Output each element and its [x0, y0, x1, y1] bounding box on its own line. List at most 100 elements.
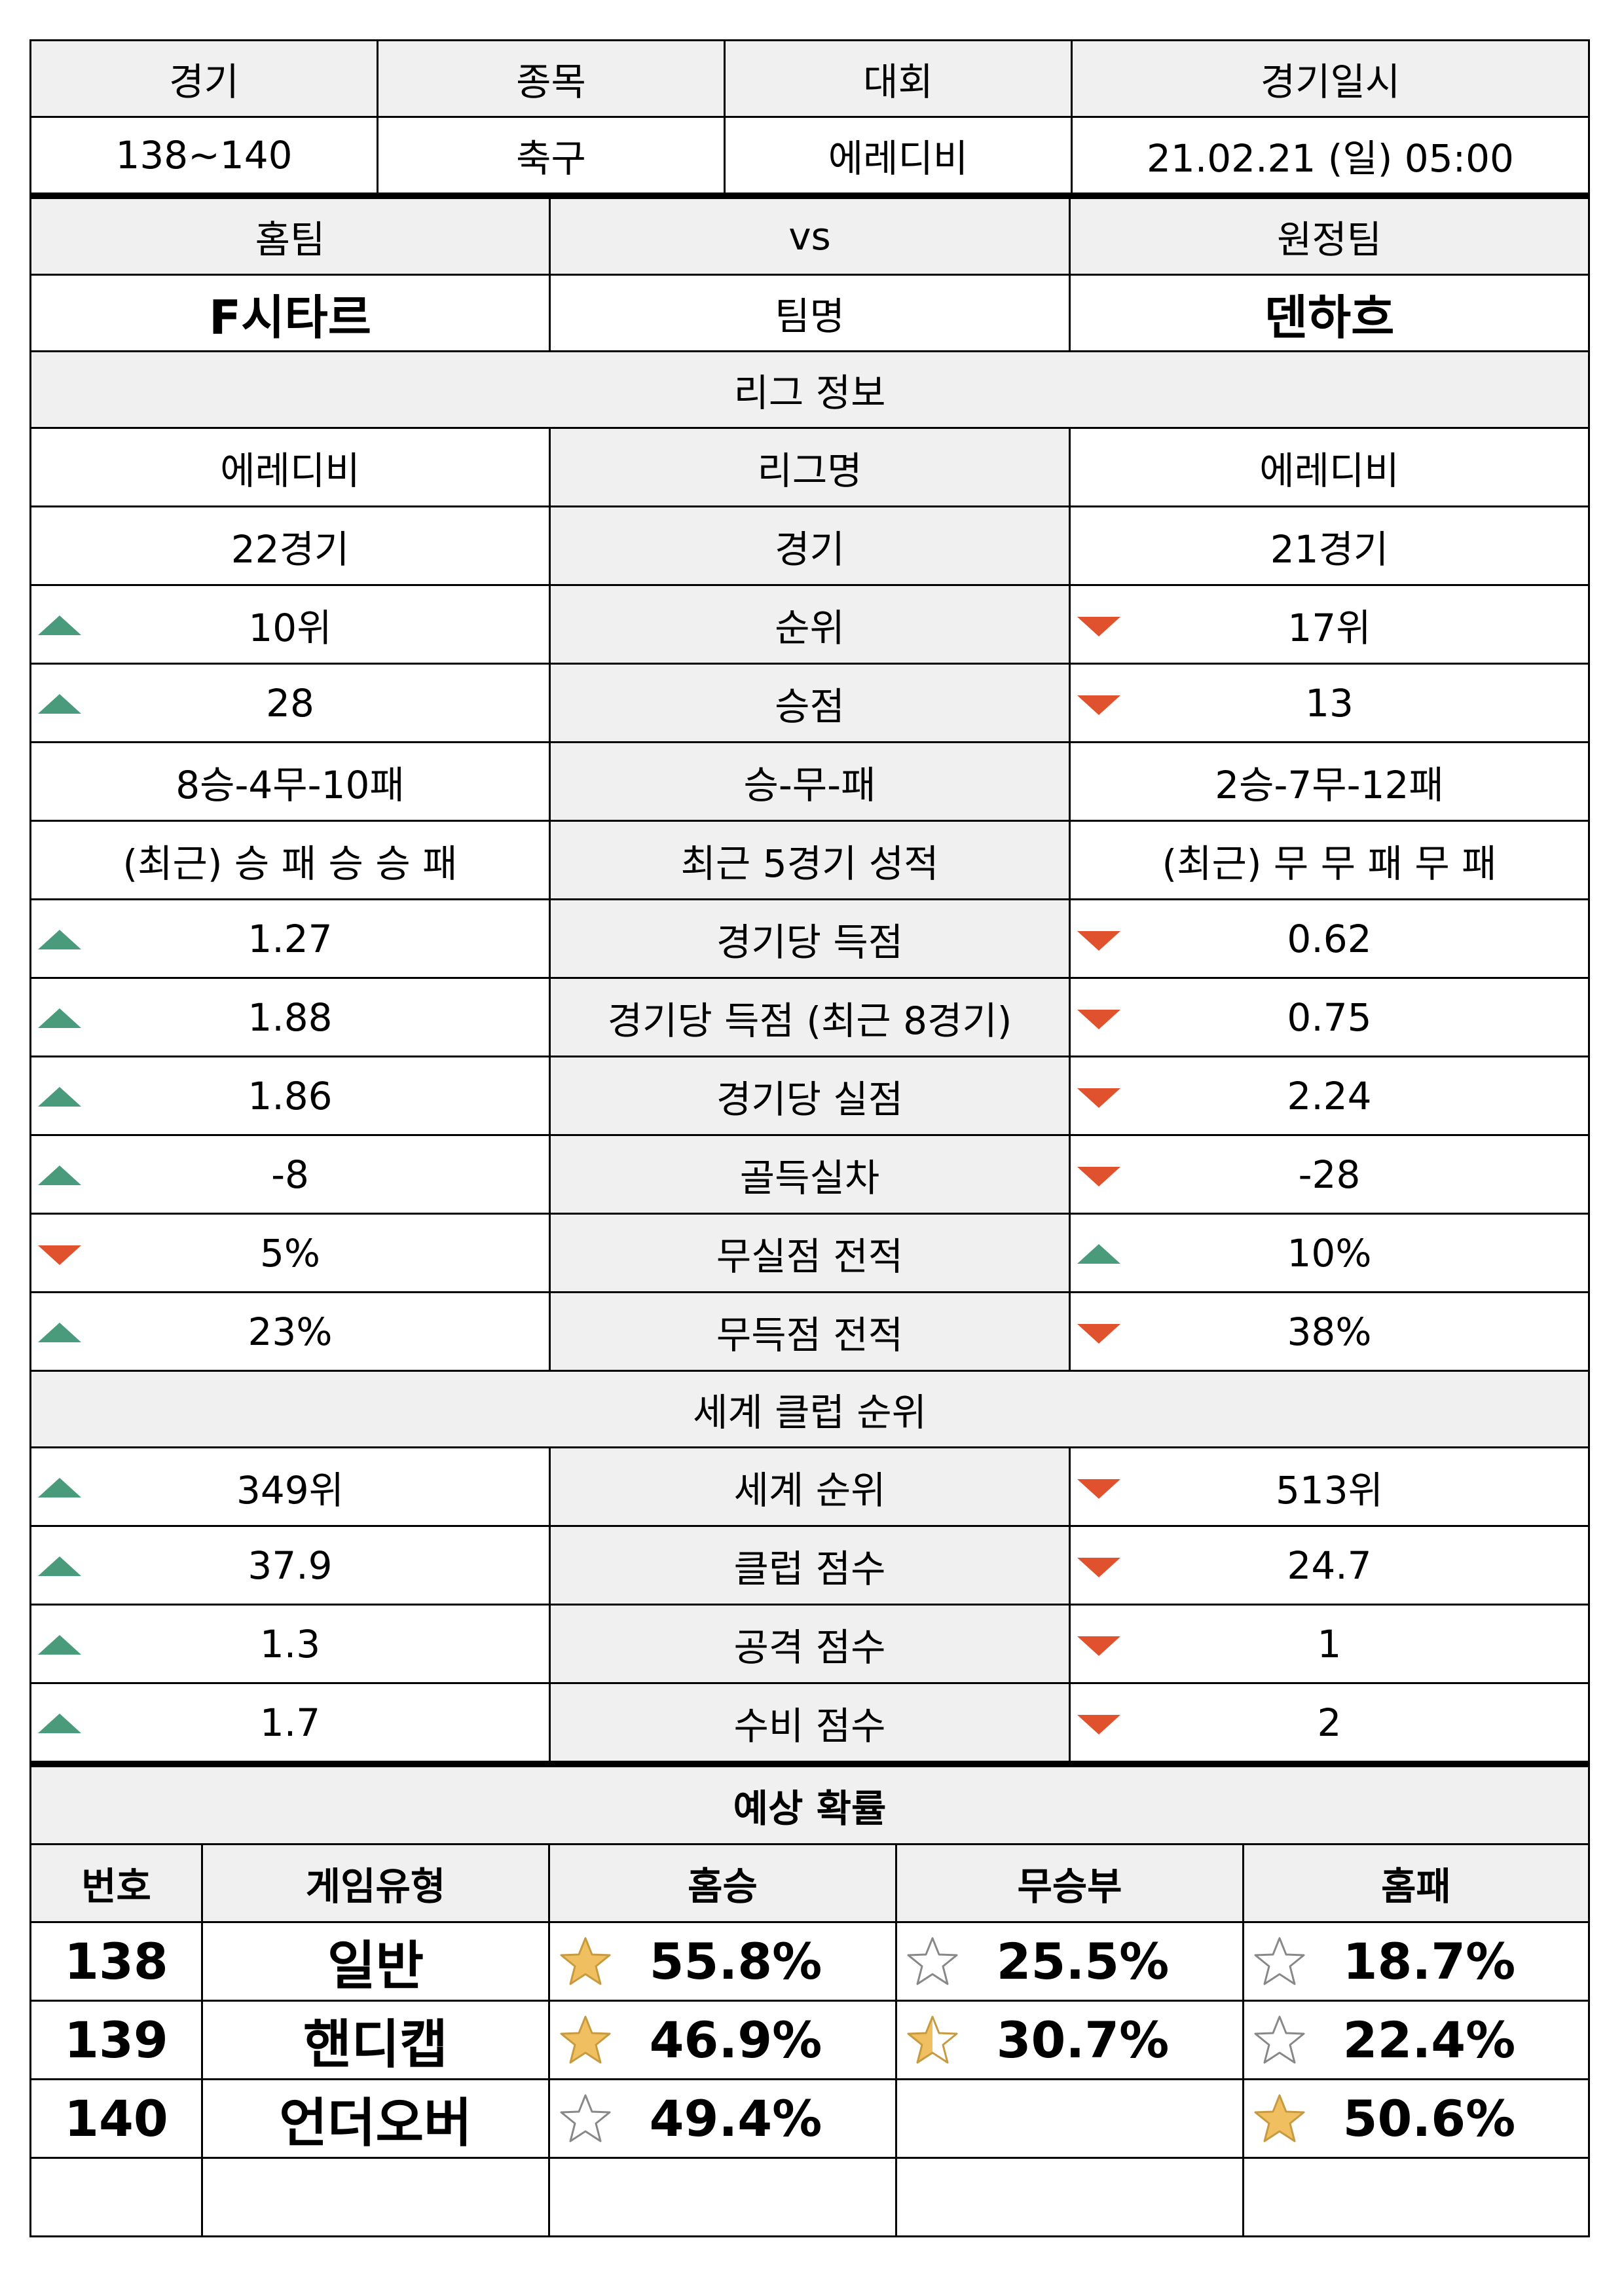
match-header-league: 대회	[724, 39, 1073, 118]
trend-down-icon	[1077, 1478, 1120, 1499]
stat-label-text: 경기당 득점 (최근 8경기)	[607, 998, 1012, 1043]
away-value: 에레디비	[1069, 427, 1590, 507]
away-value: 2	[1069, 1682, 1590, 1763]
away-value-text: -28	[1298, 1152, 1361, 1197]
draw-probability-value: 25.5%	[996, 1932, 1170, 1991]
home-value-text: 37.9	[248, 1543, 333, 1588]
home-value: 1.27	[29, 898, 551, 979]
stat-label: 세계 순위	[549, 1446, 1071, 1527]
away-value-text: 2.24	[1287, 1073, 1372, 1118]
prediction-rows: 138 일반 55.8% 25.5% 18.7% 139 핸디캡 46.9% 30.7% 22.4…	[29, 1921, 1590, 2159]
vs-label: vs	[549, 194, 1071, 276]
away-value-text: 24.7	[1287, 1543, 1372, 1588]
away-value-text: 21경기	[1270, 526, 1389, 572]
trend-up-icon	[1077, 1243, 1120, 1264]
away-value: 24.7	[1069, 1525, 1590, 1606]
trend-up-icon	[38, 615, 81, 635]
game-number: 140	[29, 2078, 203, 2159]
stat-label: 승점	[549, 663, 1071, 743]
stat-label-text: 순위	[775, 605, 845, 650]
stat-label-text: 클럽 점수	[733, 1546, 886, 1591]
world-ranking-rows: 349위 세계 순위 513위 37.9 클럽 점수 24.7 1.3 공격 점수 1 1.7 수비…	[29, 1446, 1590, 1763]
stat-label-text: 리그명	[757, 448, 862, 493]
match-info-table: 경기 종목 대회 경기일시 138~140 축구 에레디비 21.02.21 (…	[29, 39, 1590, 194]
away-value: 10%	[1069, 1213, 1590, 1293]
away-value: 2.24	[1069, 1056, 1590, 1136]
stat-label: 골득실차	[549, 1134, 1071, 1215]
team-name-label: 팀명	[549, 274, 1071, 352]
match-header-sport: 종목	[377, 39, 726, 118]
stat-row: 1.88 경기당 득점 (최근 8경기) 0.75	[29, 977, 1590, 1057]
home-win-probability: 49.4%	[548, 2078, 897, 2159]
match-game-numbers: 138~140	[29, 116, 378, 194]
prediction-row: 139 핸디캡 46.9% 30.7% 22.4%	[29, 2000, 1590, 2080]
stat-label-text: 경기당 득점	[716, 919, 904, 964]
prediction-header-home-loss: 홈패	[1242, 1843, 1590, 1923]
away-value: 21경기	[1069, 505, 1590, 586]
away-value: 2승-7무-12패	[1069, 741, 1590, 822]
draw-probability: 25.5%	[895, 1921, 1244, 2002]
star-half-icon	[907, 2015, 958, 2063]
home-value-text: 1.86	[248, 1073, 333, 1118]
home-value: 에레디비	[29, 427, 551, 507]
trend-up-icon	[38, 693, 81, 714]
stat-label-text: 무득점 전적	[716, 1312, 904, 1357]
prediction-table: 예상 확률 번호 게임유형 홈승 무승부 홈패 138 일반 55.8% 25.5% 1…	[29, 1763, 1590, 2237]
home-value-text: 22경기	[231, 526, 350, 572]
stat-row: 22경기 경기 21경기	[29, 505, 1590, 586]
home-value-text: 1.3	[259, 1621, 321, 1666]
trend-down-icon	[1077, 1088, 1120, 1108]
trend-up-icon	[38, 1634, 81, 1655]
analysis-sheet: 경기 종목 대회 경기일시 138~140 축구 에레디비 21.02.21 (…	[29, 39, 1590, 2237]
home-value-text: 5%	[259, 1230, 320, 1276]
away-value: -28	[1069, 1134, 1590, 1215]
stats-table: 홈팀 vs 원정팀 F시타르 팀명 덴하흐 리그 정보 에레디비 리그명 에레디비 2…	[29, 194, 1590, 1763]
home-value: (최근) 승 패 승 승 패	[29, 820, 551, 900]
game-number: 139	[29, 2000, 203, 2080]
away-value-text: 10%	[1287, 1230, 1372, 1276]
home-value-text: 28	[266, 680, 314, 725]
home-value-text: 23%	[248, 1309, 333, 1354]
league-info-title: 리그 정보	[29, 350, 1590, 429]
trend-up-icon	[38, 1322, 81, 1342]
stat-row: 23% 무득점 전적 38%	[29, 1291, 1590, 1372]
game-type: 핸디캡	[201, 2000, 550, 2080]
stat-label: 경기당 득점 (최근 8경기)	[549, 977, 1071, 1057]
stat-label: 경기당 실점	[549, 1056, 1071, 1136]
stat-row: 349위 세계 순위 513위	[29, 1446, 1590, 1527]
prediction-row: 138 일반 55.8% 25.5% 18.7%	[29, 1921, 1590, 2002]
away-team-label: 원정팀	[1069, 194, 1590, 276]
home-value: 1.88	[29, 977, 551, 1057]
stat-row: 37.9 클럽 점수 24.7	[29, 1525, 1590, 1606]
stat-row: (최근) 승 패 승 승 패 최근 5경기 성적 (최근) 무 무 패 무 패	[29, 820, 1590, 900]
away-value: (최근) 무 무 패 무 패	[1069, 820, 1590, 900]
stat-row: 1.27 경기당 득점 0.62	[29, 898, 1590, 979]
home-value: 1.7	[29, 1682, 551, 1763]
stat-label-text: 수비 점수	[733, 1703, 886, 1748]
trend-down-icon	[1077, 695, 1120, 715]
star-empty-icon	[907, 1937, 958, 1985]
star-filled-icon	[1254, 2094, 1305, 2142]
home-value: 37.9	[29, 1525, 551, 1606]
home-value: -8	[29, 1134, 551, 1215]
star-empty-icon	[1254, 2015, 1305, 2063]
league-info-rows: 에레디비 리그명 에레디비 22경기 경기 21경기 10위 순위 17위 28 승점 13 8승-4무…	[29, 427, 1590, 1372]
home-value-text: 8승-4무-10패	[175, 762, 405, 807]
match-header-datetime: 경기일시	[1071, 39, 1590, 118]
trend-down-icon	[38, 1245, 81, 1265]
away-value: 0.62	[1069, 898, 1590, 979]
trend-up-icon	[38, 1165, 81, 1185]
stat-label: 승-무-패	[549, 741, 1071, 822]
home-value-text: 10위	[248, 605, 332, 650]
draw-probability	[895, 2078, 1244, 2159]
stat-row: 에레디비 리그명 에레디비	[29, 427, 1590, 507]
away-value-text: 17위	[1287, 605, 1371, 650]
away-value: 17위	[1069, 584, 1590, 665]
match-sport: 축구	[377, 116, 726, 194]
home-value-text: (최근) 승 패 승 승 패	[122, 841, 458, 886]
prediction-header-number: 번호	[29, 1843, 203, 1923]
stat-row: 5% 무실점 전적 10%	[29, 1213, 1590, 1293]
empty-cell	[1242, 2157, 1590, 2237]
home-loss-probability-value: 18.7%	[1342, 1932, 1516, 1991]
game-type: 언더오버	[201, 2078, 550, 2159]
